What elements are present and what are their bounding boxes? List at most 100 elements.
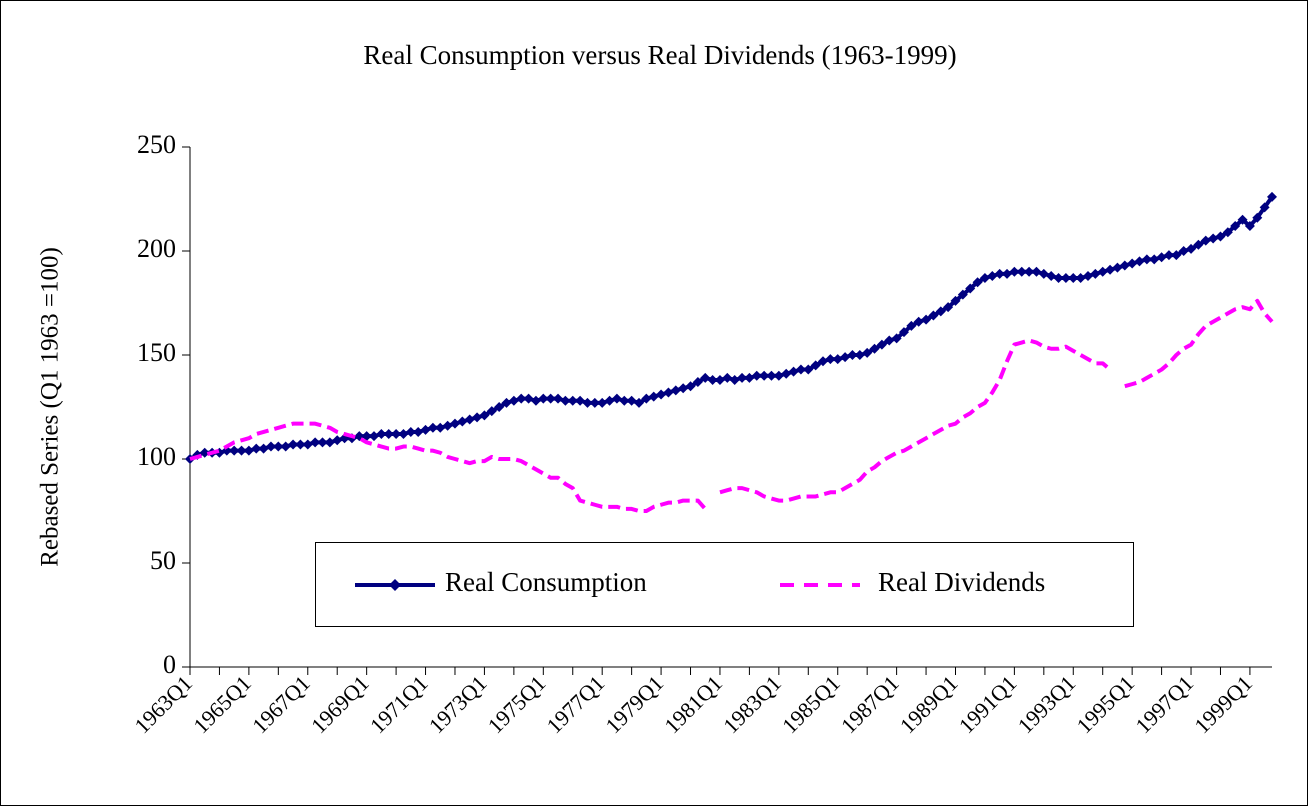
point-marker: [737, 372, 748, 383]
legend-marker: [389, 579, 401, 591]
point-marker: [1075, 273, 1086, 284]
point-marker: [928, 310, 939, 321]
point-marker: [288, 439, 299, 450]
point-marker: [714, 374, 725, 385]
point-marker: [722, 372, 733, 383]
point-marker: [692, 377, 703, 388]
point-marker: [530, 395, 541, 406]
y-tick-label: 50: [150, 546, 176, 575]
point-marker: [464, 414, 475, 425]
point-marker: [832, 354, 843, 365]
point-marker: [648, 391, 659, 402]
point-marker: [302, 439, 313, 450]
point-marker: [1186, 243, 1197, 254]
point-marker: [265, 441, 276, 452]
point-marker: [1193, 239, 1204, 250]
point-marker: [1082, 270, 1093, 281]
point-marker: [589, 397, 600, 408]
point-marker: [1046, 270, 1057, 281]
point-marker: [457, 416, 468, 427]
point-marker: [1016, 266, 1027, 277]
point-marker: [626, 395, 637, 406]
point-marker: [251, 443, 262, 454]
point-marker: [1244, 221, 1255, 232]
point-marker: [258, 443, 269, 454]
legend-box: [315, 542, 1134, 627]
point-marker: [751, 370, 762, 381]
point-marker: [847, 350, 858, 360]
chart-title: Real Consumption versus Real Dividends (…: [363, 40, 956, 70]
point-marker: [766, 370, 777, 381]
point-marker: [1105, 264, 1116, 275]
point-marker: [449, 418, 460, 429]
point-marker: [317, 437, 328, 448]
point-marker: [950, 295, 961, 306]
point-marker: [545, 393, 556, 404]
y-tick-label: 0: [163, 650, 176, 679]
point-marker: [1149, 254, 1160, 265]
point-marker: [472, 412, 483, 423]
point-marker: [678, 383, 689, 394]
point-marker: [1112, 262, 1123, 273]
point-marker: [553, 393, 564, 404]
point-marker: [869, 343, 880, 354]
point-marker: [376, 429, 387, 440]
point-marker: [700, 372, 711, 383]
point-marker: [891, 333, 902, 344]
point-marker: [1267, 191, 1277, 202]
point-marker: [236, 445, 247, 456]
point-marker: [1215, 231, 1226, 242]
point-marker: [876, 339, 887, 350]
point-marker: [1230, 221, 1241, 232]
point-marker: [898, 327, 909, 338]
point-marker: [1090, 268, 1101, 279]
point-marker: [324, 437, 335, 448]
point-marker: [729, 374, 740, 385]
legend: Real Consumption Real Dividends: [315, 542, 1134, 627]
point-marker: [1002, 268, 1013, 279]
point-marker: [663, 387, 674, 398]
point-marker: [420, 424, 431, 435]
point-marker: [516, 393, 527, 404]
point-marker: [707, 374, 718, 385]
point-marker: [1171, 250, 1182, 261]
legend-label: Real Dividends: [878, 567, 1045, 597]
point-marker: [280, 441, 291, 452]
point-marker: [641, 393, 652, 404]
point-marker: [972, 277, 983, 288]
point-marker: [1252, 212, 1263, 223]
y-tick-label: 150: [137, 338, 176, 367]
point-marker: [1053, 273, 1064, 284]
point-marker: [1060, 273, 1071, 284]
series-line: [189, 298, 1274, 513]
point-marker: [810, 360, 821, 371]
point-marker: [1097, 266, 1108, 277]
point-marker: [560, 395, 571, 406]
point-marker: [199, 447, 210, 458]
point-marker: [582, 397, 593, 408]
point-marker: [921, 314, 932, 325]
point-marker: [1009, 266, 1020, 277]
point-marker: [840, 352, 851, 363]
point-marker: [1222, 227, 1233, 238]
point-marker: [884, 335, 895, 346]
point-marker: [611, 393, 622, 404]
point-marker: [1134, 256, 1145, 267]
point-marker: [501, 397, 512, 408]
y-tick-label: 100: [137, 442, 176, 471]
point-marker: [398, 429, 409, 440]
point-marker: [987, 270, 998, 281]
point-marker: [229, 445, 240, 456]
point-marker: [979, 273, 990, 284]
point-marker: [781, 368, 792, 379]
point-marker: [759, 370, 770, 381]
point-marker: [575, 395, 586, 406]
point-marker: [523, 393, 534, 404]
point-marker: [1119, 260, 1130, 271]
point-marker: [361, 431, 372, 442]
point-marker: [1031, 266, 1042, 277]
point-marker: [1237, 214, 1248, 225]
point-marker: [295, 439, 306, 450]
point-marker: [369, 431, 380, 442]
